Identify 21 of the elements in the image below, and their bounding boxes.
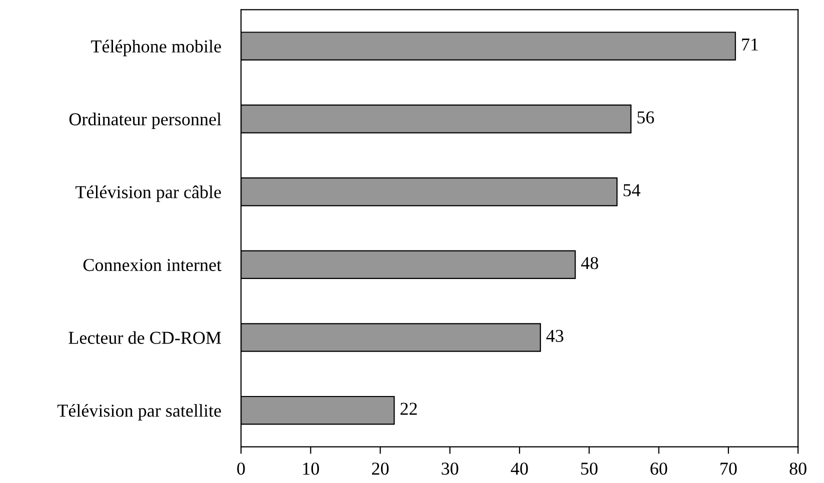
y-tick-label: Connexion internet xyxy=(83,258,222,272)
x-tick-label: 10 xyxy=(303,462,319,475)
y-tick-label: Lecteur de CD-ROM xyxy=(68,331,222,344)
data-label: 48 xyxy=(581,256,598,270)
y-tick-label: Téléphone mobile xyxy=(91,40,221,56)
y-tick-label: Télévision par câble xyxy=(76,186,221,202)
data-label: 43 xyxy=(546,330,564,342)
x-tick-label: 40 xyxy=(510,462,528,475)
data-label: 71 xyxy=(742,38,758,50)
x-tick-label: 30 xyxy=(442,462,458,475)
data-label: 22 xyxy=(400,402,417,415)
y-tick-label: Ordinateur personnel xyxy=(69,112,222,130)
x-tick-label: 70 xyxy=(720,462,737,475)
x-tick-label: 0 xyxy=(237,462,245,475)
x-tick-label: 80 xyxy=(790,462,806,475)
data-label: 56 xyxy=(638,111,654,124)
y-tick-label: Télévision par satellite xyxy=(57,404,221,420)
x-tick-label: 20 xyxy=(372,462,389,475)
x-tick-label: 60 xyxy=(650,462,668,475)
x-tick-label: 50 xyxy=(581,462,598,475)
data-label: 54 xyxy=(624,184,640,196)
